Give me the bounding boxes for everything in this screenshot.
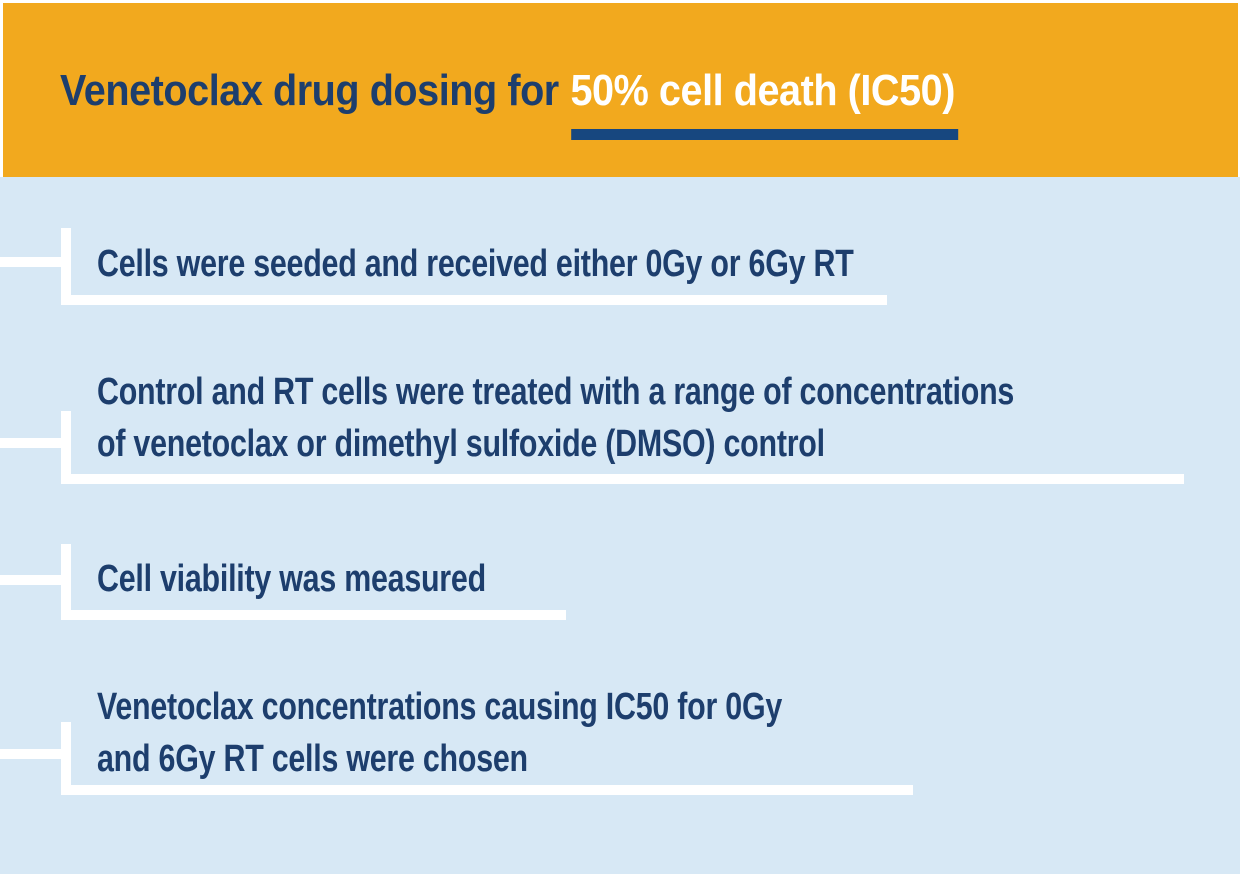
- list-item-text: Venetoclax concentrations causing IC50 f…: [97, 681, 782, 785]
- list-item-line: Control and RT cells were treated with a…: [97, 371, 1015, 413]
- bracket-left-line: [0, 257, 61, 267]
- list-item-line: and 6Gy RT cells were chosen: [97, 738, 528, 780]
- list-item-line: Cell viability was measured: [97, 558, 486, 600]
- bracket-vertical-bar: [61, 228, 71, 305]
- bracket-left-line: [0, 438, 61, 448]
- bracket-vertical-bar: [61, 722, 71, 795]
- list-item-line: Cells were seeded and received either 0G…: [97, 243, 854, 285]
- title-highlight-text: 50% cell death (IC50): [570, 66, 959, 140]
- list-item-text: Control and RT cells were treated with a…: [97, 366, 1014, 470]
- page-title: Venetoclax drug dosing for 50% cell death…: [60, 66, 959, 140]
- list-item-text: Cell viability was measured: [97, 553, 486, 605]
- title-highlight-label: 50% cell death (IC50): [570, 66, 955, 115]
- title-underline-bar: [571, 129, 959, 140]
- list-item-line: Venetoclax concentrations causing IC50 f…: [97, 686, 783, 728]
- title-prefix-text: Venetoclax drug dosing for: [60, 66, 559, 115]
- list-item-line: of venetoclax or dimethyl sulfoxide (DMS…: [97, 423, 825, 465]
- bracket-underline: [61, 785, 913, 795]
- bracket-underline: [61, 295, 887, 305]
- bracket-vertical-bar: [61, 544, 71, 620]
- content-area: Cells were seeded and received either 0G…: [0, 177, 1240, 874]
- bracket-underline: [61, 610, 566, 620]
- list-item-text: Cells were seeded and received either 0G…: [97, 238, 854, 290]
- bracket-underline: [61, 474, 1184, 484]
- bracket-left-line: [0, 749, 61, 759]
- bracket-left-line: [0, 575, 61, 585]
- bracket-vertical-bar: [61, 411, 71, 484]
- header-band: Venetoclax drug dosing for 50% cell death…: [3, 3, 1238, 177]
